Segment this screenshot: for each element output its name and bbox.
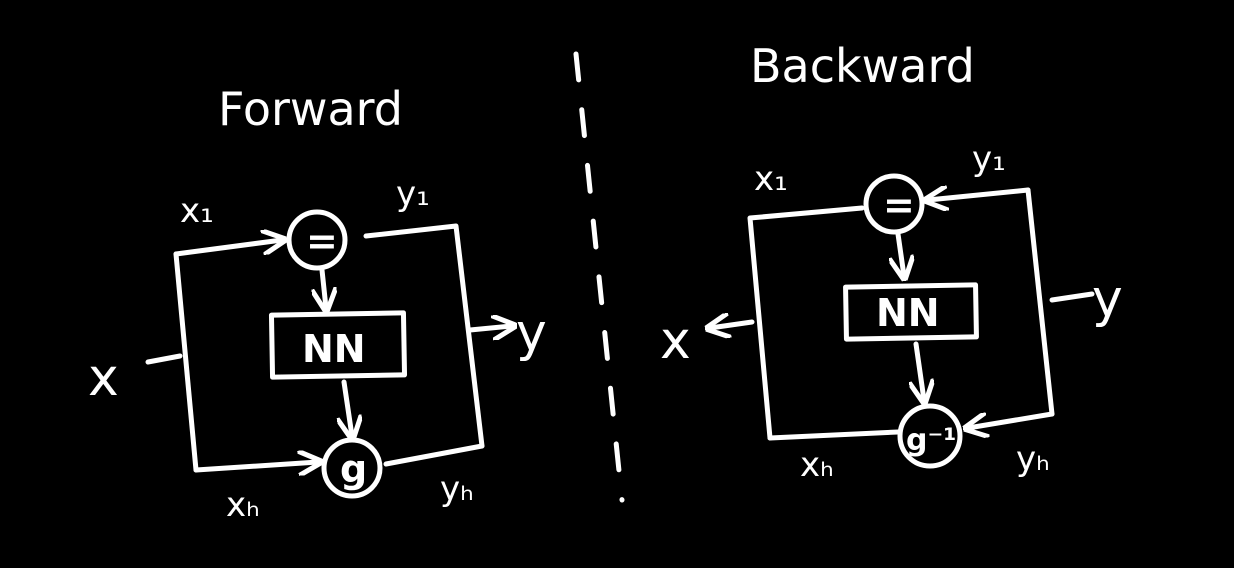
- forward-panel: Forward x x₁ = y₁ NN xₕ g yₕ y: [88, 82, 547, 525]
- forward-split-top-label: x₁: [180, 191, 214, 231]
- forward-split-line: [173, 251, 199, 473]
- backward-nn-label: NN: [876, 291, 940, 335]
- backward-input-label: y: [1092, 269, 1123, 329]
- backward-out-bottom-label: yₕ: [1016, 439, 1050, 479]
- forward-title: Forward: [218, 82, 403, 136]
- forward-input-label: x: [88, 348, 119, 408]
- backward-ginv-node: [897, 403, 963, 469]
- forward-output-label: y: [516, 303, 547, 363]
- backward-ginv-out-line: [767, 429, 901, 441]
- forward-identity-label: =: [306, 219, 338, 263]
- backward-panel: Backward y y₁ = x₁ NN yₕ g⁻¹ xₕ: [660, 39, 1123, 485]
- forward-out-bottom-label: yₕ: [440, 469, 474, 509]
- forward-nn-label: NN: [302, 327, 366, 371]
- forward-right-line: [363, 223, 485, 449]
- forward-split-bottom-label: xₕ: [226, 485, 260, 525]
- backward-split-top-label: x₁: [754, 159, 788, 199]
- backward-split-bottom-label: xₕ: [800, 445, 834, 485]
- backward-bottom-arrow: [968, 411, 1055, 428]
- backward-output-label: x: [660, 311, 691, 371]
- panel-divider: [573, 51, 625, 503]
- backward-identity-node: [863, 173, 925, 235]
- backward-input-line: [1049, 291, 1095, 303]
- dashed-divider-line: [573, 51, 625, 503]
- forward-nn-box: [268, 310, 408, 380]
- backward-identity-label: =: [883, 183, 915, 227]
- backward-left-line: [747, 205, 865, 441]
- forward-nn-to-g: [344, 379, 352, 436]
- forward-identity-node: [286, 209, 348, 271]
- backward-right-line: [1025, 187, 1055, 417]
- backward-nn-box: [843, 282, 979, 342]
- backward-title: Backward: [750, 39, 975, 93]
- forward-g-label: g: [340, 447, 367, 491]
- backward-top-arrow: [928, 190, 1031, 200]
- forward-g-node: [321, 437, 383, 499]
- forward-bottom-arrow: [193, 462, 318, 470]
- backward-identity-to-nn: [898, 231, 904, 276]
- forward-out-top-label: y₁: [396, 174, 430, 214]
- backward-nn-to-ginv: [916, 341, 924, 400]
- forward-identity-to-nn: [322, 267, 326, 308]
- forward-input-line: [145, 353, 183, 365]
- forward-output-arrow: [467, 326, 512, 330]
- backward-output-arrow: [710, 322, 755, 328]
- forward-g-out-line: [383, 443, 485, 467]
- backward-out-top-label: y₁: [972, 139, 1006, 179]
- forward-top-arrow: [173, 240, 282, 257]
- backward-ginv-label: g⁻¹: [906, 423, 956, 458]
